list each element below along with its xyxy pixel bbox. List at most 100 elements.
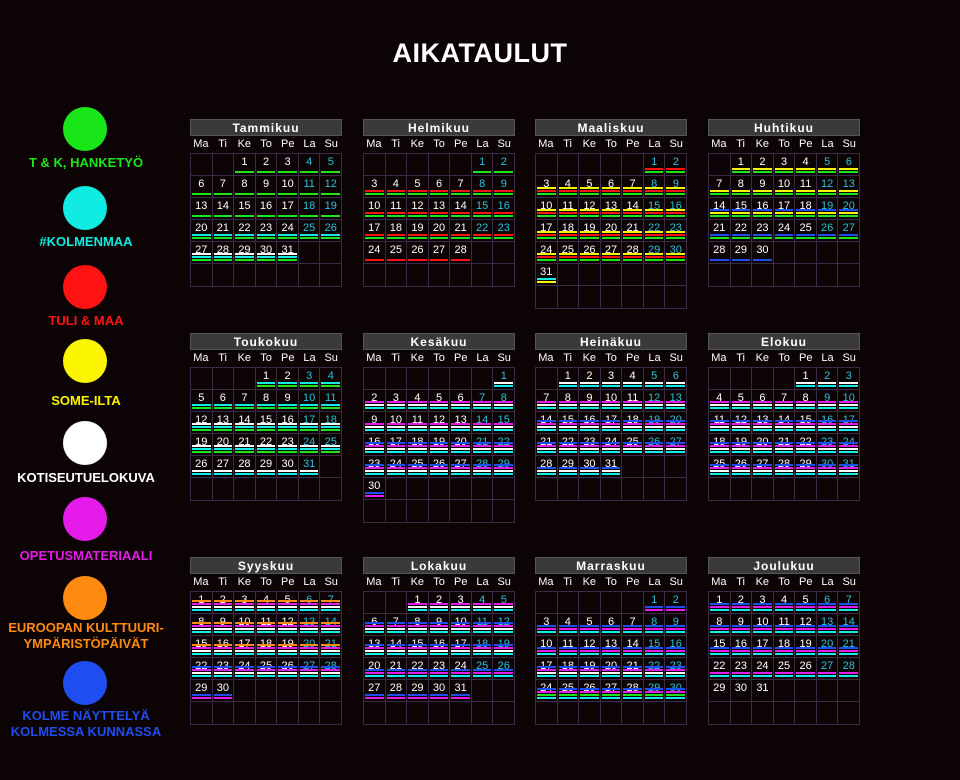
- event-bar: [666, 669, 686, 671]
- event-bar: [429, 697, 449, 699]
- event-bar: [623, 628, 642, 630]
- event-bar: [192, 609, 211, 611]
- day-cell: 5: [407, 176, 429, 198]
- event-bar: [839, 423, 859, 425]
- event-bar: [666, 256, 686, 258]
- weekday-label: Ti: [391, 352, 400, 364]
- day-cell: [428, 154, 451, 176]
- day-cell: [600, 154, 623, 176]
- event-bar: [235, 647, 254, 649]
- event-bar: [451, 429, 470, 431]
- day-cell: 29: [643, 680, 666, 702]
- event-bar: [753, 653, 772, 655]
- event-bar: [192, 473, 211, 475]
- event-bar: [666, 231, 686, 233]
- event-bar: [429, 426, 449, 428]
- day-cell: 22: [191, 658, 213, 680]
- event-bar: [365, 215, 384, 217]
- event-bar: [192, 253, 211, 255]
- event-bar: [601, 445, 621, 447]
- event-bar: [365, 190, 384, 192]
- event-bar: [666, 259, 686, 261]
- event-bar: [601, 253, 621, 255]
- day-cell: 14: [212, 198, 235, 220]
- weekday-label: Ti: [736, 138, 745, 150]
- week-row: [191, 702, 341, 724]
- event-bar: [710, 426, 729, 428]
- day-cell: 4: [320, 368, 342, 390]
- event-bar: [192, 234, 211, 236]
- event-bar: [601, 669, 621, 671]
- event-bar: [365, 234, 384, 236]
- event-bar: [839, 650, 859, 652]
- day-cell: 21: [536, 434, 558, 456]
- event-bar: [558, 423, 578, 425]
- day-cell: 22: [730, 220, 753, 242]
- day-cell: 13: [816, 614, 839, 636]
- event-bar: [429, 212, 449, 214]
- weekday-label: Pe: [626, 352, 640, 364]
- day-cell: 7: [622, 176, 644, 198]
- event-bar: [601, 429, 621, 431]
- day-cell: 23: [255, 220, 278, 242]
- day-grid: 1234567891011121314151617181920212223242…: [708, 367, 860, 501]
- day-grid: 1234567891011121314151617181920212223242…: [190, 591, 342, 725]
- event-bar: [213, 694, 233, 696]
- event-bar: [278, 385, 297, 387]
- event-bar: [192, 631, 211, 633]
- day-cell: 11: [407, 412, 429, 434]
- event-bar: [537, 451, 556, 453]
- weekday-label: Pe: [454, 576, 468, 588]
- event-bar: [451, 193, 470, 195]
- week-row: [364, 702, 514, 724]
- day-cell: [298, 680, 321, 702]
- event-bar: [256, 171, 276, 173]
- event-bar: [256, 653, 276, 655]
- day-cell: 12: [816, 176, 839, 198]
- month-tammikuu: Tammikuu Ma Ti Ke To Pe La Su 1 2 3 4 5 6 7 8 9 10 11 12 13 1…: [190, 119, 342, 287]
- day-cell: 30: [730, 680, 753, 702]
- event-bar: [235, 237, 254, 239]
- day-cell: [838, 478, 859, 500]
- event-bar: [321, 609, 341, 611]
- event-bar: [537, 407, 556, 409]
- event-bar: [429, 650, 449, 652]
- event-bar: [386, 625, 406, 627]
- event-bar: [321, 622, 341, 624]
- event-bar: [451, 609, 470, 611]
- day-cell: 4: [557, 176, 580, 198]
- event-bar: [537, 470, 556, 472]
- month-title: Lokakuu: [363, 557, 515, 574]
- weekday-label: La: [476, 352, 489, 364]
- weekday-label: Ke: [582, 352, 597, 364]
- event-bar: [365, 650, 384, 652]
- day-cell: 6: [600, 614, 623, 636]
- event-bar: [235, 672, 254, 674]
- event-bar: [644, 423, 664, 425]
- day-cell: 10: [277, 176, 299, 198]
- day-cell: 20: [428, 220, 451, 242]
- event-bar: [256, 404, 276, 406]
- event-bar: [235, 666, 254, 668]
- weekday-label: La: [303, 138, 316, 150]
- event-bar: [408, 234, 427, 236]
- day-cell: [817, 478, 839, 500]
- event-bar: [666, 209, 686, 211]
- event-bar: [408, 407, 427, 409]
- event-bar: [774, 473, 794, 475]
- day-cell: 25: [795, 220, 817, 242]
- weekday-label: Ti: [218, 576, 227, 588]
- event-bar: [537, 426, 556, 428]
- event-bar: [710, 609, 729, 611]
- day-cell: 20: [600, 220, 623, 242]
- event-bar: [537, 256, 556, 258]
- event-bar: [494, 647, 514, 649]
- event-bar: [408, 193, 427, 195]
- event-bar: [731, 628, 751, 630]
- legend-label-0: T & K, HANKETYÖ: [28, 155, 144, 170]
- day-cell: [622, 264, 644, 286]
- event-bar: [429, 423, 449, 425]
